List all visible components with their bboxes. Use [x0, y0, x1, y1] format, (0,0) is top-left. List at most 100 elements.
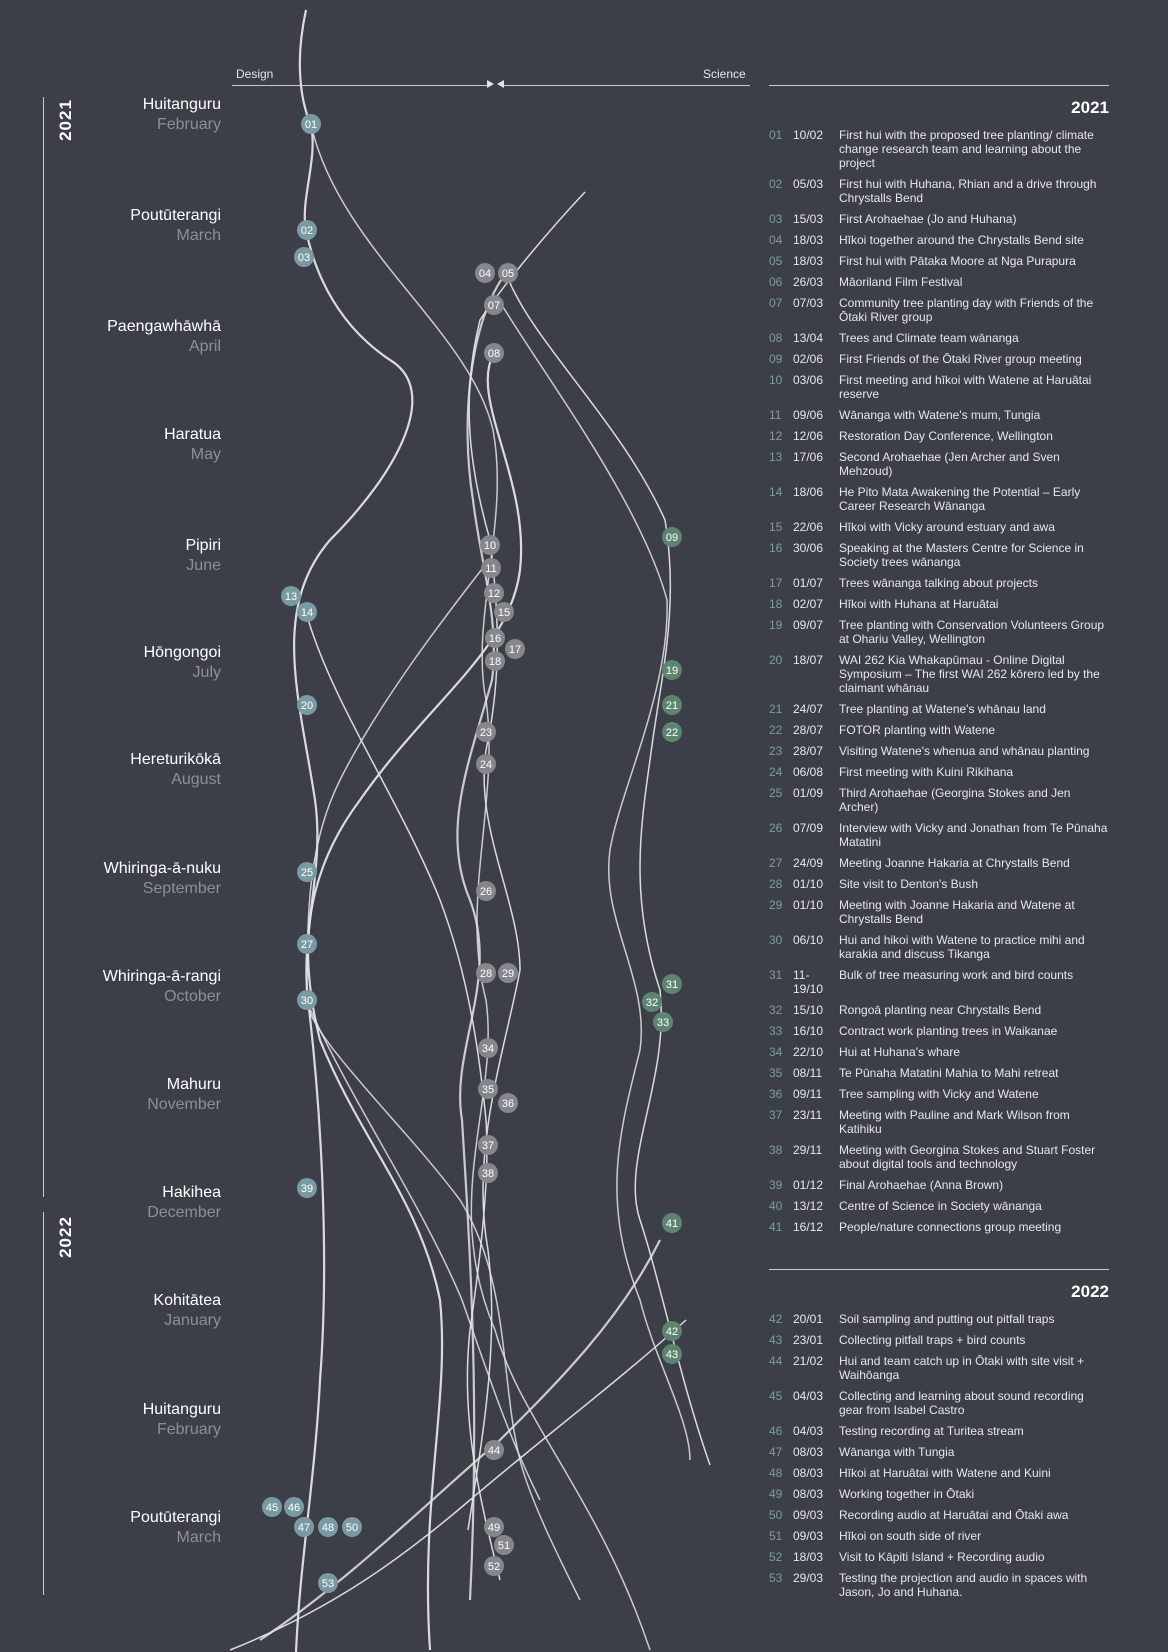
event-node-01: 01 — [301, 114, 321, 134]
month-english-name: April — [188, 338, 221, 355]
legend-row: 27 24/09 Meeting Joanne Hakaria at Chrysta… — [769, 856, 1109, 870]
legend-date: 05/03 — [793, 177, 824, 191]
legend-row: 05 18/03 First hui with Pātaka Moore at Ng… — [769, 254, 1109, 268]
month-label: Whiringa-ā-nuku September — [31, 859, 221, 899]
legend-row: 36 09/11 Tree sampling with Vicky and Wate… — [769, 1087, 1109, 1101]
legend-date: 07/03 — [793, 296, 824, 310]
legend-row: 28 01/10 Site visit to Denton's Bush — [769, 877, 1109, 891]
event-node-label: 16 — [489, 633, 501, 645]
legend-row: 52 18/03 Visit to Kāpiti Island + Recordin… — [769, 1550, 1109, 1564]
event-node-circle — [484, 1440, 504, 1460]
legend-number: 25 — [769, 786, 783, 800]
event-node-label: 22 — [666, 727, 678, 739]
legend-date: 22/06 — [793, 520, 824, 534]
legend-row: 01 10/02 First hui with the proposed tree … — [769, 128, 1109, 170]
event-node-44: 44 — [484, 1440, 504, 1460]
legend-description: Testing the projection and audio in spac… — [839, 1571, 1088, 1599]
legend-description: Collecting and learning about sound reco… — [839, 1389, 1084, 1417]
design-axis-line — [232, 85, 487, 86]
legend-row: 42 20/01 Soil sampling and putting out pit… — [769, 1312, 1109, 1326]
month-maori-name: Haratua — [164, 426, 221, 443]
thread-curve — [505, 272, 711, 1466]
event-node-47: 47 — [294, 1517, 314, 1537]
legend-date: 04/03 — [793, 1389, 824, 1403]
month-maori-name: Whiringa-ā-nuku — [103, 860, 221, 877]
event-node-43: 43 — [662, 1344, 682, 1364]
legend-number: 19 — [769, 618, 783, 632]
legend-row: 37 23/11 Meeting with Pauline and Mark Wil… — [769, 1108, 1109, 1136]
legend-date: 06/10 — [793, 933, 824, 947]
legend-number: 48 — [769, 1466, 783, 1480]
legend-date: 18/03 — [793, 1550, 824, 1564]
event-node-36: 36 — [498, 1093, 518, 1113]
event-node-circle — [653, 1012, 673, 1032]
event-node-label: 33 — [657, 1017, 669, 1029]
event-node-22: 22 — [662, 722, 682, 742]
event-node-circle — [485, 628, 505, 648]
event-node-circle — [297, 1178, 317, 1198]
legend-row: 44 21/02 Hui and team catch up in Ōtaki wi… — [769, 1354, 1109, 1382]
legend-row: 21 24/07 Tree planting at Watene's whānau … — [769, 702, 1109, 716]
legend-number: 05 — [769, 254, 783, 268]
event-node-03: 03 — [294, 247, 314, 267]
legend-number: 08 — [769, 331, 783, 345]
event-node-41: 41 — [662, 1213, 682, 1233]
legend-number: 38 — [769, 1143, 783, 1157]
month-maori-name: Hakihea — [162, 1184, 221, 1201]
legend-number: 16 — [769, 541, 783, 555]
design-axis-label: Design — [236, 67, 274, 81]
legend-description: Recording audio at Haruātai and Ōtaki aw… — [839, 1508, 1069, 1522]
science-axis-label: Science — [703, 67, 746, 81]
legend-description: Speaking at the Masters Centre for Scien… — [839, 541, 1084, 569]
event-node-24: 24 — [476, 754, 496, 774]
event-node-label: 53 — [322, 1578, 334, 1590]
event-node-circle — [475, 263, 495, 283]
month-label: Huitanguru February — [31, 1400, 221, 1440]
legend-date: 08/11 — [793, 1066, 823, 1080]
legend-description: Testing recording at Turitea stream — [839, 1424, 1024, 1438]
event-node-circle — [498, 1093, 518, 1113]
legend-date: 24/09 — [793, 856, 824, 870]
event-node-label: 23 — [480, 727, 492, 739]
legend-list-2022: 42 20/01 Soil sampling and putting out pit… — [769, 1312, 1109, 1599]
event-node-circle — [484, 1556, 504, 1576]
legend-row: 04 18/03 Hīkoi together around the Chrysta… — [769, 233, 1109, 247]
legend-number: 45 — [769, 1389, 783, 1403]
month-maori-name: Hōngongoi — [143, 644, 221, 661]
legend-number: 31 — [769, 968, 783, 982]
thread-curve — [305, 611, 501, 1581]
event-node-label: 28 — [480, 968, 492, 980]
event-node-02: 02 — [297, 220, 317, 240]
event-node-circle — [478, 1038, 498, 1058]
legend-date: 28/07 — [793, 744, 824, 758]
legend-description: Hui and hikoi with Watene to practice mi… — [839, 933, 1085, 961]
event-node-label: 04 — [479, 268, 491, 280]
legend-number: 51 — [769, 1529, 783, 1543]
legend-date: 08/03 — [793, 1445, 824, 1459]
legend-date: 01/12 — [793, 1178, 824, 1192]
month-english-name: June — [186, 557, 221, 574]
legend-number: 13 — [769, 450, 783, 464]
legend-date: 06/08 — [793, 765, 824, 779]
event-node-circle — [297, 990, 317, 1010]
legend-date: 30/06 — [793, 541, 824, 555]
legend-date: 20/01 — [793, 1312, 824, 1326]
month-english-name: May — [190, 446, 221, 463]
month-label: Pipiri June — [31, 536, 221, 576]
month-maori-name: Poutūterangi — [130, 207, 221, 224]
legend-date: 23/01 — [793, 1333, 824, 1347]
event-node-circle — [484, 295, 504, 315]
legend-row: 34 22/10 Hui at Huhana's whare — [769, 1045, 1109, 1059]
month-maori-name: Mahuru — [166, 1076, 221, 1093]
legend-date: 21/02 — [793, 1354, 824, 1368]
thread-curve — [467, 191, 586, 1531]
legend-row: 24 06/08 First meeting with Kuini Rikihana — [769, 765, 1109, 779]
legend-row: 13 17/06 Second Arohaehae (Jen Archer and … — [769, 450, 1109, 478]
event-node-50: 50 — [342, 1517, 362, 1537]
thread-curve — [229, 1319, 687, 1651]
legend-description: Hui at Huhana's whare — [839, 1045, 961, 1059]
legend-number: 03 — [769, 212, 783, 226]
event-node-circle — [485, 651, 505, 671]
legend-number: 34 — [769, 1045, 783, 1059]
